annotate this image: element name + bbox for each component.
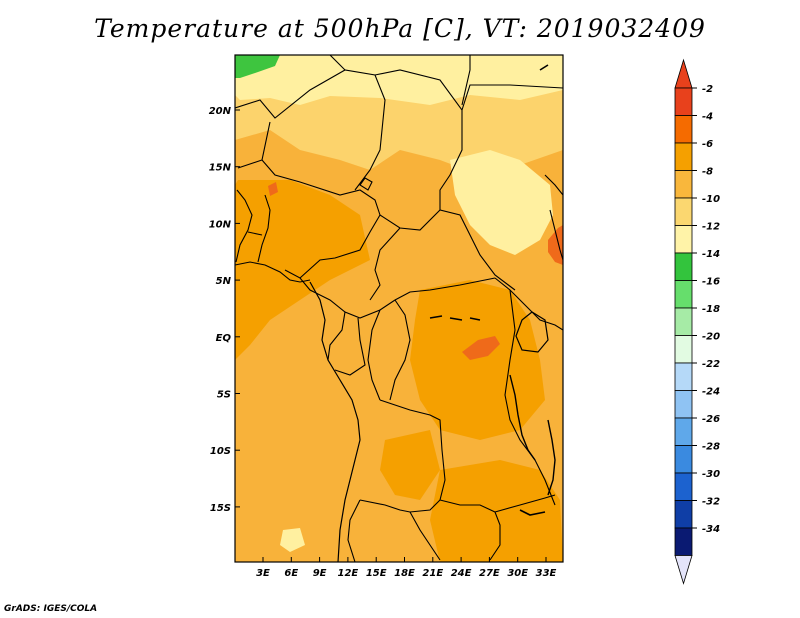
- lon-label: 24E: [451, 568, 472, 579]
- field-pale-region-east: [450, 150, 553, 255]
- field-warm-spot-west: [268, 182, 278, 196]
- colorbar-label: -12: [702, 222, 720, 233]
- colorbar-swatch: [674, 280, 693, 309]
- map-title: Temperature at 500hPa [C], VT: 201903240…: [94, 14, 706, 43]
- lon-label: 21E: [422, 568, 443, 579]
- lon-label: 18E: [394, 568, 415, 579]
- colorbar-label: -28: [702, 442, 720, 453]
- colorbar-label: -18: [702, 304, 720, 315]
- colorbar-swatch: [674, 225, 693, 254]
- colorbar-swatch: [674, 445, 693, 474]
- field-dark-region-southeast: [430, 460, 563, 562]
- colorbar: -2 -4 -6 -8 -10 -12 -14 -16 -18 -20 -22 -24 -26 -28 -3…: [674, 58, 720, 585]
- colorbar-swatch: [674, 87, 693, 116]
- colorbar-swatch: [674, 170, 693, 199]
- lon-label: 27E: [479, 568, 500, 579]
- colorbar-label: -20: [702, 332, 720, 343]
- lon-label: 9E: [313, 568, 327, 579]
- colorbar-label: -22: [702, 359, 720, 370]
- colorbar-swatch: [674, 362, 693, 391]
- colorbar-swatch: [674, 500, 693, 529]
- temperature-field: [235, 55, 563, 562]
- lon-label: 6E: [284, 568, 298, 579]
- lon-label: 12E: [338, 568, 359, 579]
- lat-label: 5S: [217, 390, 231, 401]
- longitude-axis: 3E 6E 9E 12E 15E 18E 21E 24E 27E 30E 33E: [256, 557, 557, 579]
- lon-label: 30E: [507, 568, 528, 579]
- colorbar-swatch: [674, 527, 693, 556]
- colorbar-swatch: [674, 197, 693, 226]
- colorbar-swatch: [674, 252, 693, 281]
- field-pale-region-south: [280, 528, 305, 552]
- lon-label: 3E: [256, 568, 270, 579]
- colorbar-swatch: [674, 307, 693, 336]
- colorbar-label: -14: [702, 249, 720, 260]
- colorbar-swatch: [674, 142, 693, 171]
- lon-label: 33E: [536, 568, 557, 579]
- colorbar-label: -30: [702, 469, 720, 480]
- lat-label: 5N: [216, 276, 232, 287]
- colorbar-label: -16: [702, 277, 720, 288]
- colorbar-label: -32: [702, 497, 720, 508]
- field-cold-corner: [235, 55, 280, 78]
- colorbar-swatch: [674, 390, 693, 419]
- colorbar-label: -6: [702, 139, 713, 150]
- colorbar-label: -26: [702, 414, 720, 425]
- field-warm-spot-east: [548, 225, 563, 265]
- colorbar-bottom-arrow: [674, 555, 693, 585]
- latitude-axis: 20N 15N 10N 5N EQ 5S 10S 15S: [209, 106, 240, 514]
- colorbar-swatch: [674, 115, 693, 144]
- lat-label: 20N: [209, 106, 232, 117]
- lat-label: EQ: [216, 333, 232, 344]
- grads-credit: GrADS: IGES/COLA: [4, 604, 98, 614]
- lon-label: 15E: [366, 568, 387, 579]
- map-frame: [234, 54, 564, 563]
- colorbar-label: -24: [702, 387, 720, 398]
- field-dark-region-central: [410, 280, 545, 440]
- lat-label: 15N: [209, 163, 232, 174]
- colorbar-swatch: [674, 335, 693, 364]
- colorbar-swatch: [674, 417, 693, 446]
- field-warm-spot-central: [462, 336, 500, 360]
- field-pale-region-north: [235, 55, 563, 105]
- country-borders: [235, 55, 563, 562]
- colorbar-swatch: [674, 472, 693, 501]
- colorbar-top-arrow: [674, 58, 693, 89]
- colorbar-label: -2: [702, 84, 713, 95]
- lat-label: 10N: [209, 219, 232, 230]
- lat-label: 10S: [210, 446, 231, 457]
- colorbar-label: -10: [702, 194, 720, 205]
- field-dark-region-south: [380, 430, 440, 500]
- colorbar-label: -34: [702, 524, 720, 535]
- lat-label: 15S: [210, 503, 231, 514]
- colorbar-label: -4: [702, 112, 713, 123]
- colorbar-label: -8: [702, 167, 713, 178]
